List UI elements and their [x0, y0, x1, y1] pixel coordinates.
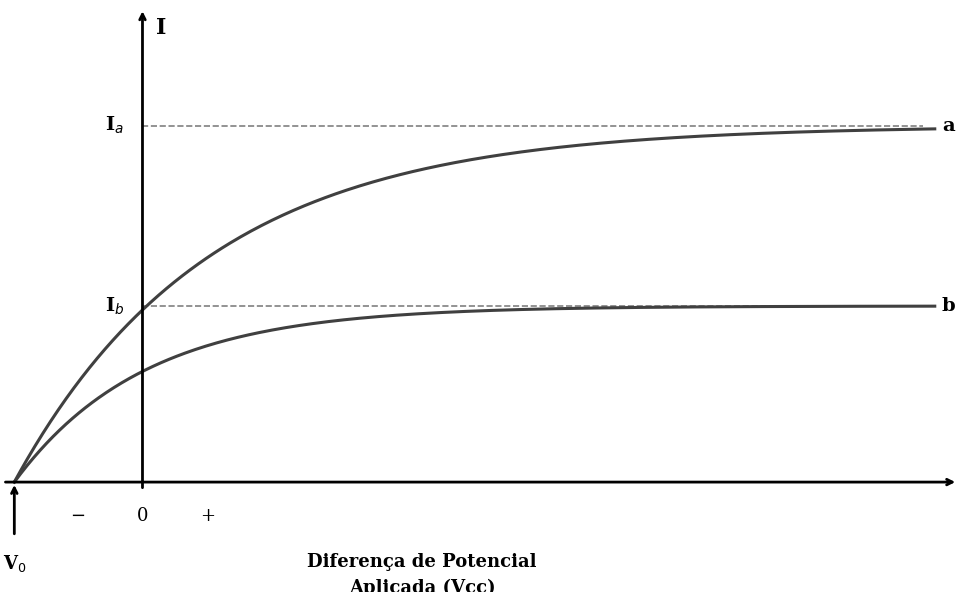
Text: V$_0$: V$_0$	[3, 554, 26, 574]
Text: I$_a$: I$_a$	[105, 115, 124, 136]
Text: I: I	[156, 17, 167, 38]
Text: +: +	[200, 507, 215, 525]
Text: Diferença de Potencial
Aplicada (Vcc): Diferença de Potencial Aplicada (Vcc)	[308, 554, 537, 592]
Text: b: b	[942, 297, 955, 315]
Text: I$_b$: I$_b$	[105, 295, 124, 317]
Text: a: a	[942, 117, 954, 135]
Text: −: −	[70, 507, 84, 525]
Text: 0: 0	[137, 507, 149, 525]
